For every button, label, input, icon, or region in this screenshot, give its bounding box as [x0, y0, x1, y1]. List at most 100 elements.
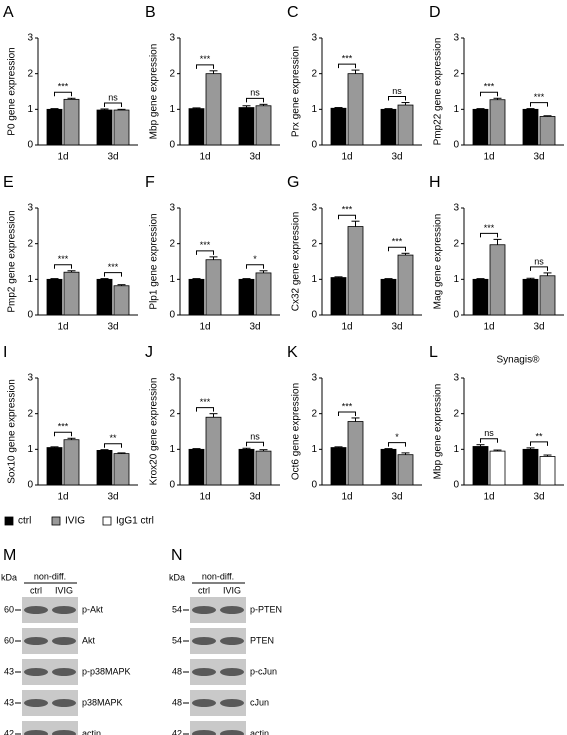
bar — [63, 98, 80, 146]
bar — [397, 254, 414, 316]
x-tick-label: 1d — [57, 492, 68, 503]
y-tick-label: 2 — [453, 408, 459, 419]
y-tick-label: 2 — [27, 408, 33, 419]
panel-letter: C — [287, 4, 299, 21]
y-tick-label: 2 — [169, 68, 175, 79]
x-tick-label: 1d — [199, 152, 210, 163]
blot-label: p-PTEN — [250, 604, 282, 614]
significance-bracket — [104, 272, 122, 277]
kda-label: 60 — [4, 604, 14, 614]
blot-band — [52, 699, 76, 707]
unit-label: kDa — [1, 572, 17, 582]
significance-bracket — [196, 250, 214, 255]
panel-letter: F — [145, 174, 155, 191]
bar — [238, 107, 255, 146]
y-tick-label: 0 — [311, 310, 317, 321]
significance-label: *** — [342, 401, 353, 411]
blot-band — [24, 730, 48, 735]
lane-label: IVIG — [223, 585, 241, 595]
bar — [472, 108, 489, 146]
y-tick-label: 3 — [311, 373, 317, 384]
legend-swatch — [51, 516, 61, 526]
x-tick-label: 3d — [249, 152, 260, 163]
y-tick-label: 3 — [169, 33, 175, 44]
significance-bracket — [480, 438, 498, 443]
x-tick-label: 1d — [483, 322, 494, 333]
kda-label: 42 — [172, 728, 182, 735]
bar — [63, 439, 80, 486]
significance-bracket — [54, 431, 72, 437]
y-tick-label: 0 — [27, 310, 33, 321]
significance-bracket — [480, 232, 498, 238]
x-tick-label: 1d — [57, 322, 68, 333]
significance-bracket — [388, 442, 406, 447]
blot-band — [220, 699, 244, 707]
y-tick-label: 2 — [27, 238, 33, 249]
lane-label: ctrl — [198, 585, 210, 595]
bar — [397, 454, 414, 486]
legend-swatch — [102, 516, 112, 526]
y-tick-label: 3 — [27, 373, 33, 384]
x-tick-label: 1d — [199, 322, 210, 333]
blot-band — [220, 637, 244, 645]
blot-label: p-Akt — [82, 604, 104, 614]
y-tick-label: 1 — [27, 444, 33, 455]
y-axis-label: Prx gene expression — [291, 46, 302, 137]
y-tick-label: 3 — [311, 33, 317, 44]
kda-label: 42 — [4, 728, 14, 735]
significance-label: *** — [58, 254, 69, 264]
y-tick-label: 0 — [169, 480, 175, 491]
x-tick-label: 3d — [391, 322, 402, 333]
y-tick-label: 3 — [169, 203, 175, 214]
panel-letter: G — [287, 174, 299, 191]
bar — [472, 446, 489, 486]
bar — [539, 456, 556, 486]
y-tick-label: 2 — [311, 408, 317, 419]
panel-letter: B — [145, 4, 156, 21]
significance-label: ns — [250, 432, 260, 442]
kda-label: 43 — [4, 666, 14, 676]
blot-label: actin — [250, 728, 269, 735]
y-tick-label: 0 — [311, 140, 317, 151]
bar — [380, 448, 397, 486]
significance-bracket — [338, 63, 356, 69]
bar — [46, 278, 63, 316]
significance-bracket — [104, 443, 122, 448]
x-tick-label: 3d — [533, 322, 544, 333]
legend-label: IVIG — [65, 516, 85, 527]
y-tick-label: 1 — [169, 444, 175, 455]
blot-band — [220, 730, 244, 735]
bar — [205, 73, 222, 146]
panel-letter: E — [3, 174, 14, 191]
y-tick-label: 1 — [27, 104, 33, 115]
bar — [522, 448, 539, 486]
significance-bracket — [338, 411, 356, 416]
y-tick-label: 3 — [453, 203, 459, 214]
significance-bracket — [480, 91, 498, 97]
blot-label: p-p38MAPK — [82, 666, 131, 676]
blot-band — [192, 730, 216, 735]
legend-label: ctrl — [18, 516, 31, 527]
significance-label: ** — [109, 433, 117, 443]
panel-letter: M — [3, 547, 16, 564]
significance-label: * — [253, 254, 257, 264]
y-axis-label: Pmp2 gene expression — [7, 210, 18, 312]
group-label: non-diff. — [202, 571, 234, 581]
panel-letter: H — [429, 174, 441, 191]
bar — [472, 278, 489, 316]
y-tick-label: 2 — [311, 68, 317, 79]
significance-bracket — [530, 441, 548, 446]
y-tick-label: 0 — [453, 480, 459, 491]
y-tick-label: 1 — [453, 274, 459, 285]
blot-label: p-cJun — [250, 666, 277, 676]
significance-label: ns — [484, 428, 494, 438]
bar — [255, 105, 272, 146]
significance-bracket — [54, 91, 72, 97]
bar — [380, 278, 397, 316]
blot-band — [52, 730, 76, 735]
y-tick-label: 1 — [311, 274, 317, 285]
x-tick-label: 1d — [483, 492, 494, 503]
significance-label: *** — [342, 205, 353, 215]
significance-label: *** — [58, 422, 69, 432]
